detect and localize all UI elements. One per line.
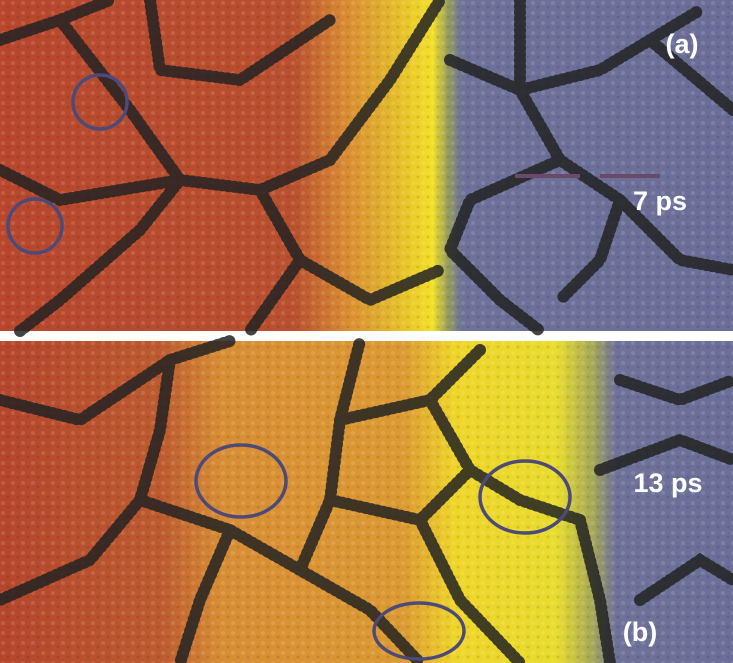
figure: (a) 7 ps 13 ps (b) — [0, 0, 733, 663]
time-label: 13 ps — [633, 468, 702, 498]
panel-label: (b) — [623, 617, 657, 647]
panel-label: (a) — [666, 29, 699, 59]
time-label: 7 ps — [633, 186, 687, 216]
panel-a: (a) 7 ps — [0, 0, 733, 331]
panel-b: 13 ps (b) — [0, 341, 733, 663]
